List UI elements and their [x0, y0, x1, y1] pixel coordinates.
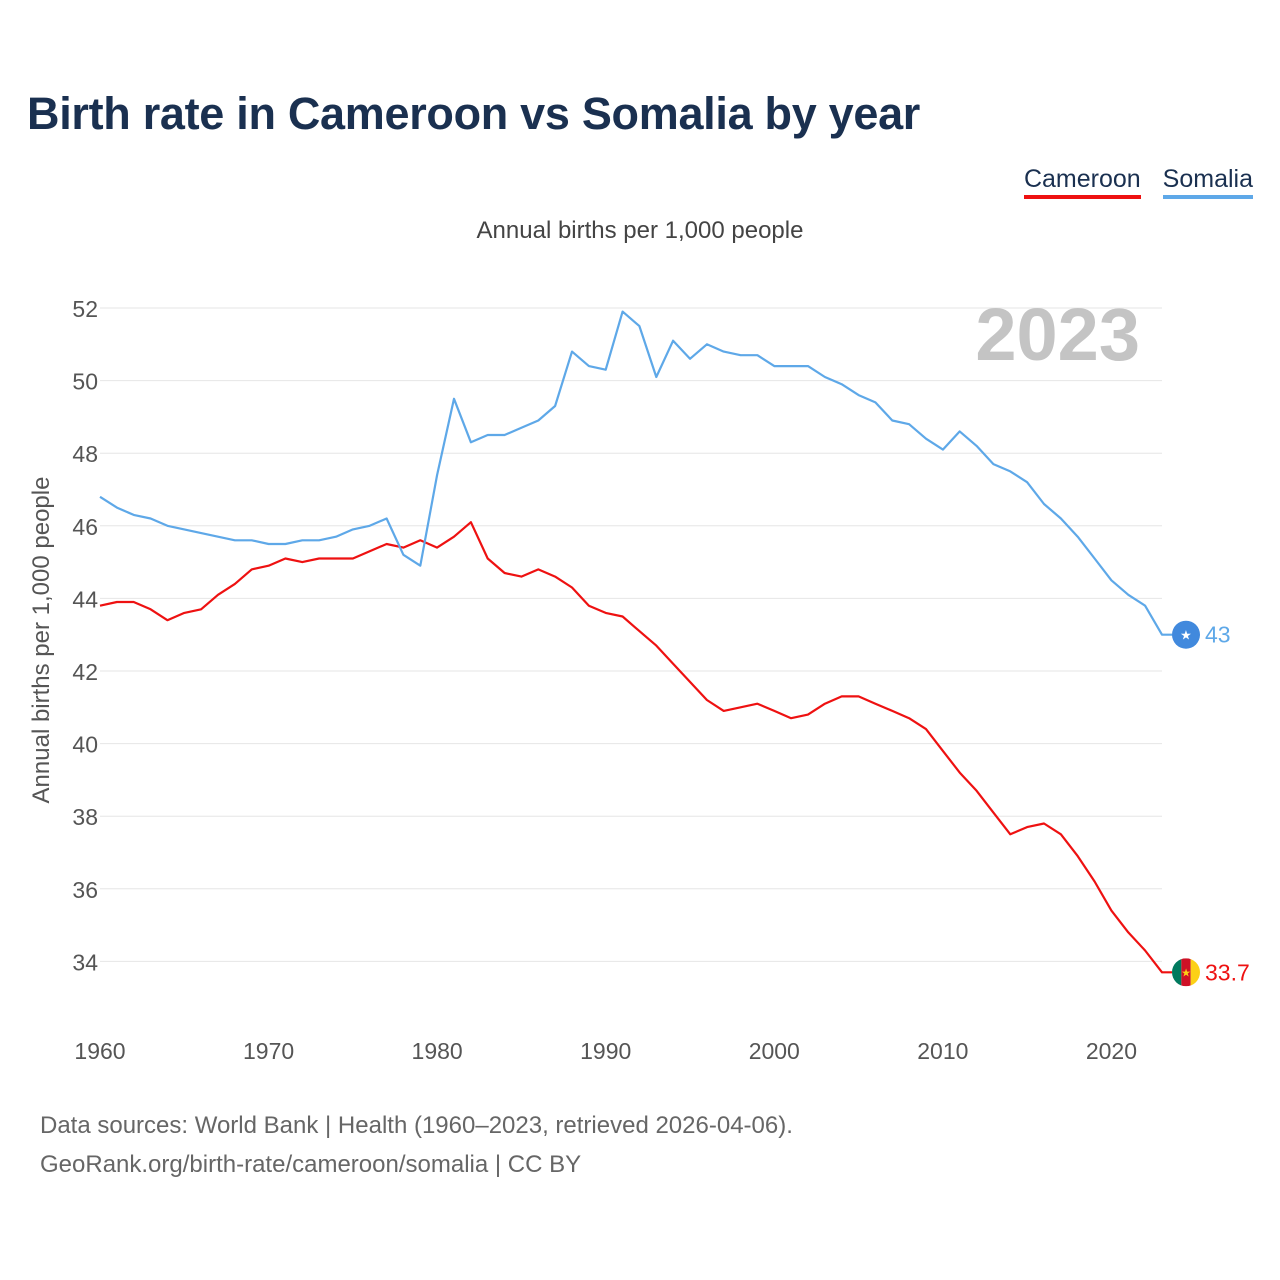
source-line-1: Data sources: World Bank | Health (1960–…	[40, 1112, 793, 1139]
y-tick-label-40: 40	[72, 732, 98, 758]
x-tick-label-2010: 2010	[917, 1038, 968, 1064]
y-tick-label-44: 44	[72, 586, 98, 612]
grid-lines	[100, 307, 1162, 962]
svg-text:★: ★	[1181, 966, 1191, 979]
series-lines	[99, 310, 1172, 974]
y-tick-label-48: 48	[72, 441, 98, 467]
y-tick-label-34: 34	[72, 949, 98, 975]
legend: Cameroon Somalia	[1023, 165, 1253, 199]
y-tick-labels: 34 36 38 40 42 44 46 48 50 52	[72, 296, 98, 975]
source-line-2[interactable]: GeoRank.org/birth-rate/cameroon/somalia …	[40, 1151, 582, 1178]
end-label-cameroon: 33.7	[1205, 959, 1250, 985]
somalia-flag-icon: ★	[1172, 620, 1200, 649]
svg-text:★: ★	[1180, 629, 1192, 644]
y-tick-label-46: 46	[72, 514, 98, 540]
y-tick-label-50: 50	[72, 369, 98, 395]
y-tick-label-36: 36	[72, 877, 98, 903]
series-line-somalia[interactable]	[99, 310, 1172, 636]
x-tick-labels: 1960 1970 1980 1990 2000 2010 2020	[74, 1038, 1137, 1064]
x-tick-label-1960: 1960	[74, 1038, 125, 1064]
cameroon-flag-icon: ★	[1172, 958, 1200, 987]
source-note: Data sources: World Bank | Health (1960–…	[40, 1106, 793, 1184]
chart-subtitle: Annual births per 1,000 people	[476, 217, 804, 244]
x-tick-label-2020: 2020	[1086, 1038, 1137, 1064]
year-watermark: 2023	[975, 293, 1140, 376]
chart-title: Birth rate in Cameroon vs Somalia by yea…	[27, 88, 921, 139]
legend-item-cameroon[interactable]: Cameroon	[1023, 165, 1141, 199]
x-tick-label-2000: 2000	[749, 1038, 800, 1064]
y-tick-label-42: 42	[72, 659, 98, 685]
series-line-cameroon[interactable]	[99, 521, 1172, 974]
y-tick-label-52: 52	[72, 296, 98, 322]
series-end-markers: ★ 33.7 ★ 43	[1172, 620, 1250, 987]
legend-item-somalia[interactable]: Somalia	[1162, 165, 1253, 199]
x-tick-label-1980: 1980	[412, 1038, 463, 1064]
y-tick-label-38: 38	[72, 804, 98, 830]
end-label-somalia: 43	[1205, 622, 1231, 648]
x-tick-label-1990: 1990	[580, 1038, 631, 1064]
x-tick-label-1970: 1970	[243, 1038, 294, 1064]
